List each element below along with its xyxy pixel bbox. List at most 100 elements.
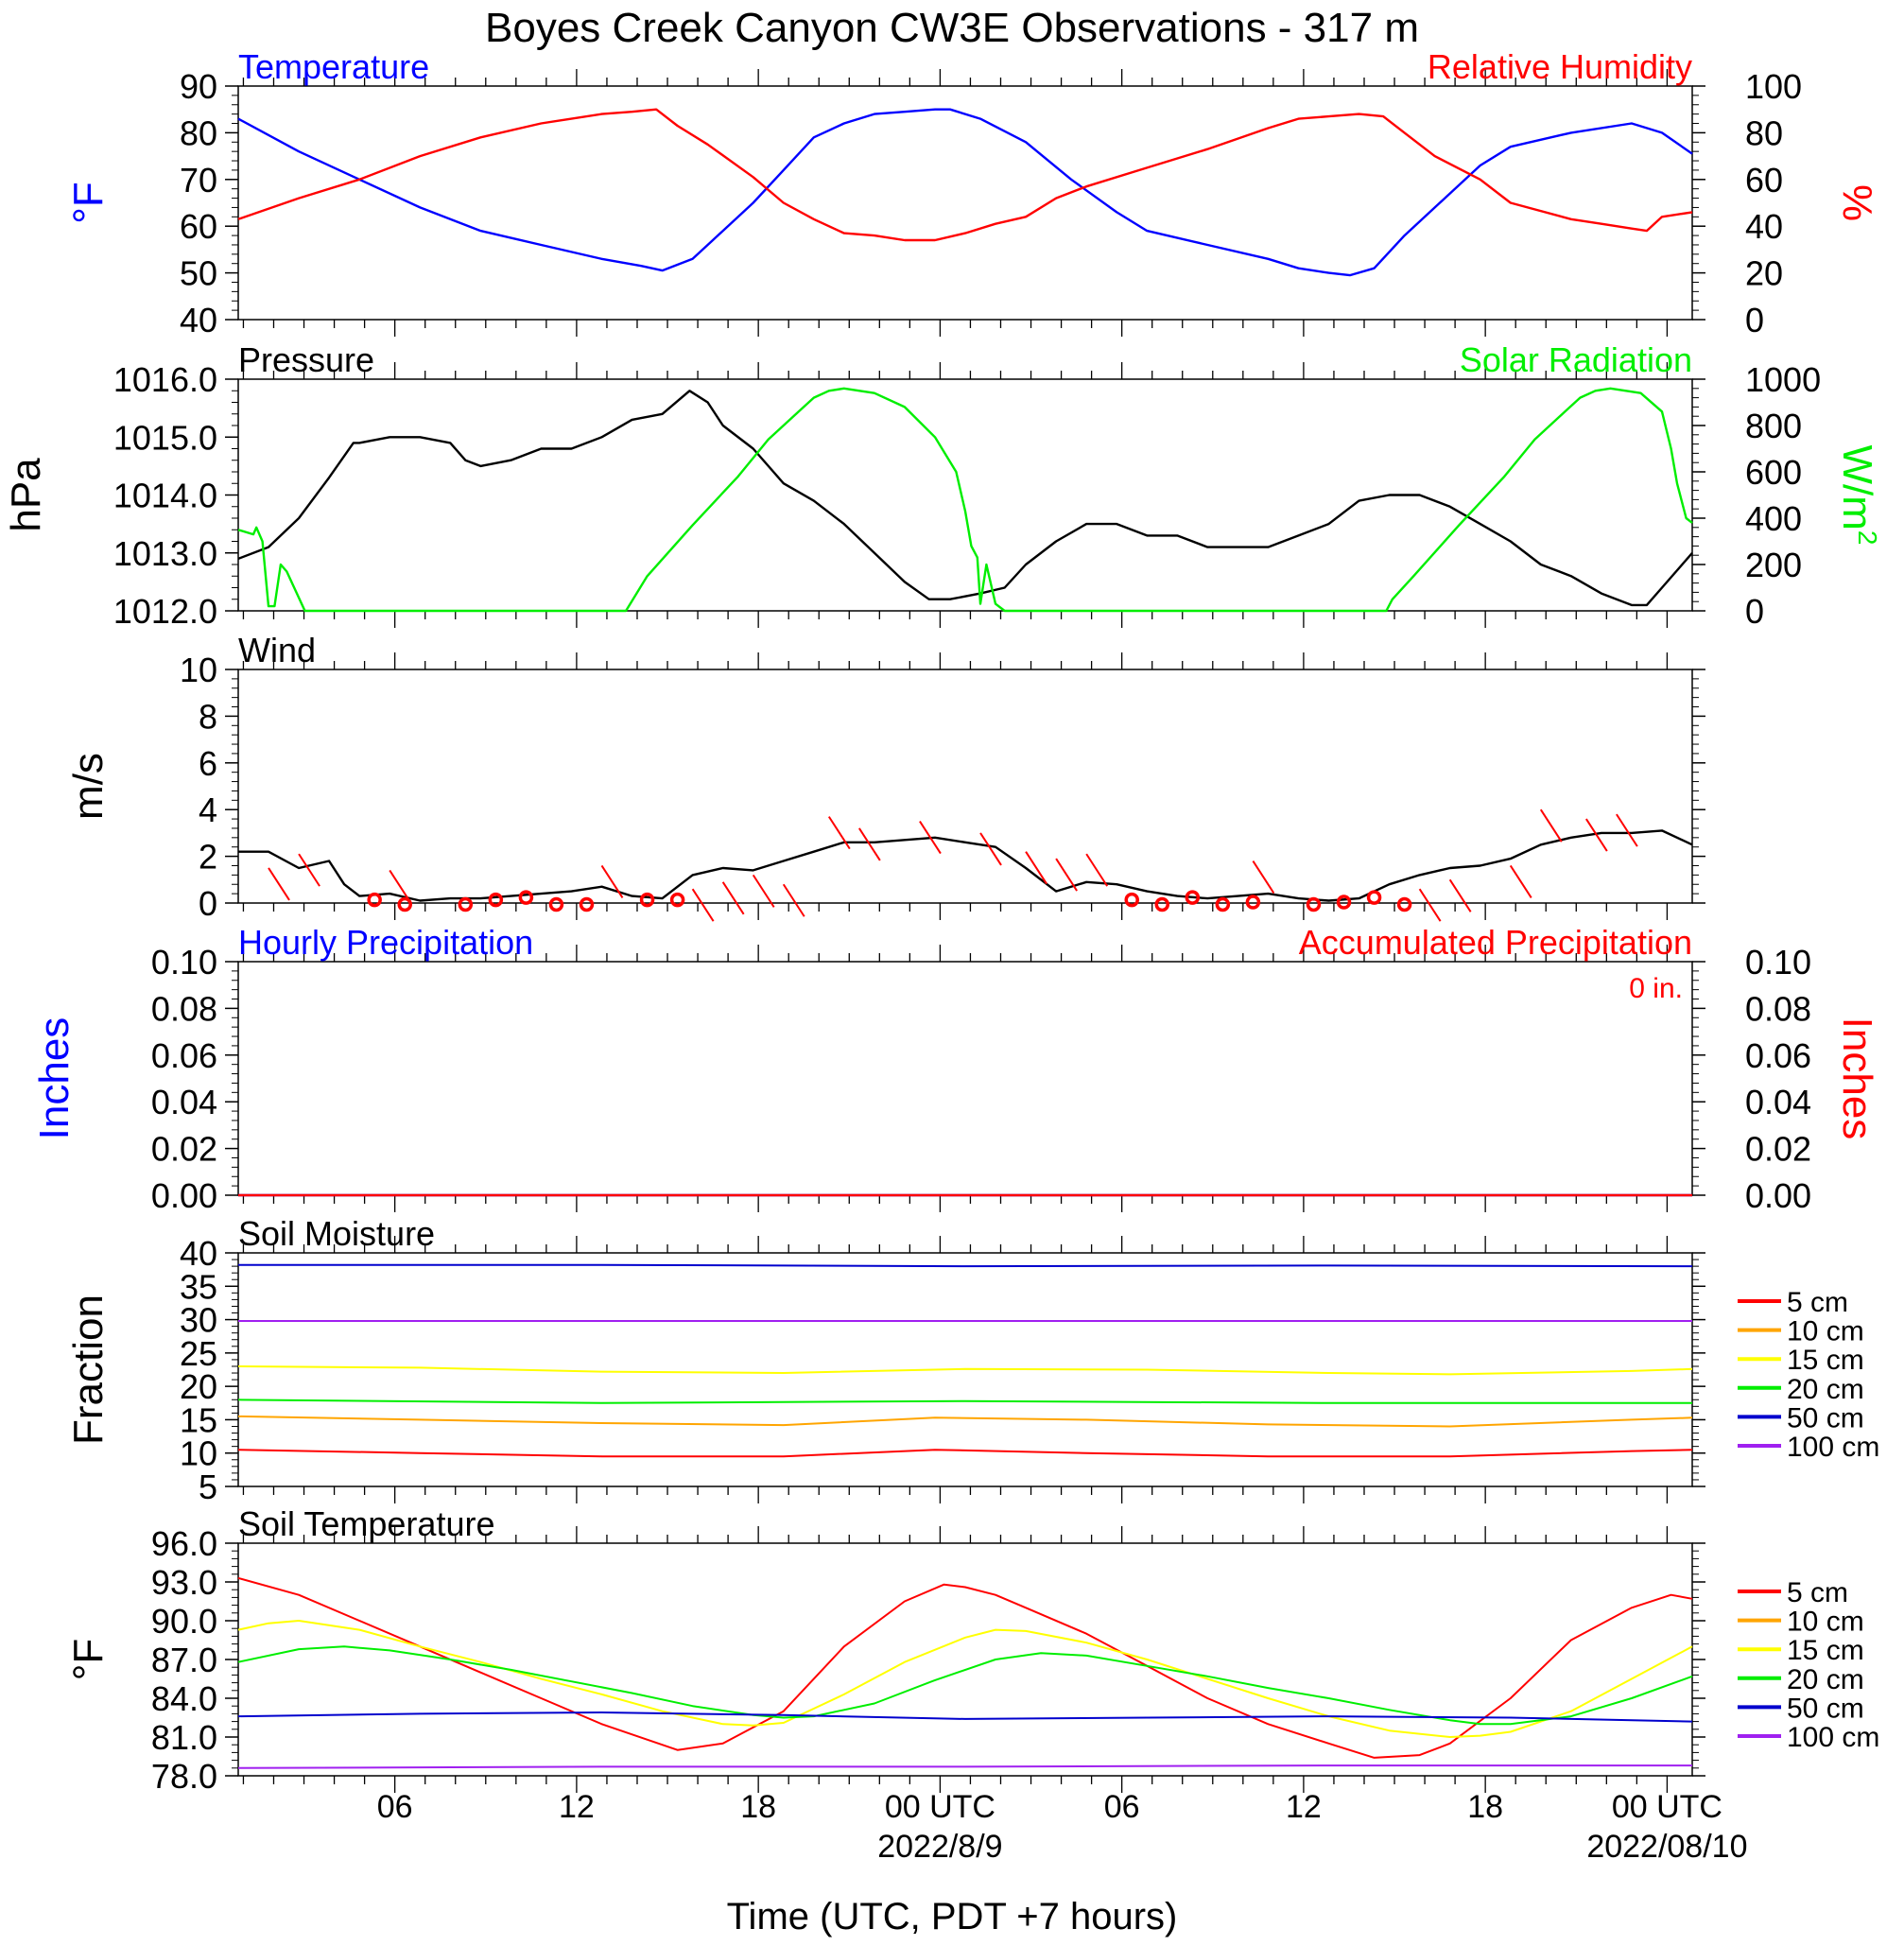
legend-label: 5 cm [1787, 1287, 1848, 1318]
x-date-label: 2022/08/10 [1586, 1829, 1747, 1865]
wind-calm-marker [1366, 890, 1382, 905]
y-tick-label: 70 [180, 161, 217, 200]
wind-calm-marker [1306, 896, 1322, 912]
wind-barb [389, 869, 412, 903]
wind-calm-marker [1245, 895, 1261, 910]
panel-title-left: Wind [238, 631, 316, 669]
y-tick-label: 93.0 [151, 1563, 217, 1602]
y-tick-label: 90 [180, 67, 217, 106]
y-tick-label: 30 [180, 1301, 217, 1340]
y-axis-label: Fraction [65, 1294, 112, 1445]
wind-barb [1055, 858, 1078, 892]
y-tick-label: 78.0 [151, 1757, 217, 1796]
wind-barb [827, 816, 851, 850]
series-line-50-cm [237, 1711, 1693, 1723]
series-line-20-cm [237, 1399, 1692, 1404]
y-tick-label: 0.02 [151, 1130, 217, 1169]
legend-label: 20 cm [1787, 1664, 1864, 1695]
panel-title-right: Accumulated Precipitation [1299, 923, 1692, 962]
panel-title-left: Pressure [238, 340, 374, 379]
legend-label: 10 cm [1787, 1316, 1864, 1347]
y-tick-label-right: 800 [1745, 407, 1802, 445]
wind-calm-marker [458, 896, 474, 912]
y-tick-label: 80 [180, 113, 217, 152]
y-tick-label-right: 200 [1745, 546, 1802, 584]
series-line-50-cm [238, 1263, 1693, 1268]
panel-temp_rh: 90 80 70 60 50 40 100 80 60 40 20 0 Temperature Relat… [65, 47, 1880, 339]
wind-barb [1252, 860, 1275, 895]
wind-barb [721, 881, 745, 915]
legend-label: 5 cm [1787, 1577, 1848, 1608]
y-tick-label: 0.04 [151, 1083, 217, 1121]
time-axis: 06 12 18 00 UTC 06 12 18 00 UTC 2022/8/9 2022/08/… [377, 1789, 1748, 1865]
series-line-wind [238, 829, 1693, 902]
legend-label: 100 cm [1787, 1722, 1879, 1753]
plot-frame [237, 961, 1693, 1196]
y-tick-label: 1014.0 [113, 477, 217, 515]
y-tick-label: 0.08 [151, 989, 217, 1028]
wind-calm-marker [1215, 896, 1231, 912]
wind-calm-marker [1154, 896, 1170, 912]
panel-precip: 0.10 0.08 0.06 0.04 0.02 0.00 0.10 0.08 0.06 0.04… [31, 923, 1880, 1215]
y-tick-label-right: 40 [1745, 207, 1783, 246]
y-tick-label: 20 [180, 1367, 217, 1406]
wind-barb [1418, 888, 1442, 922]
wind-barb [858, 827, 881, 861]
series-line-pressure [237, 390, 1693, 607]
y-axis-label: °F [65, 182, 112, 223]
legend-label: 15 cm [1787, 1635, 1864, 1666]
y-tick-label: 1015.0 [113, 418, 217, 457]
y-tick-label-right: 20 [1745, 254, 1783, 293]
y-tick-label: 81.0 [151, 1718, 217, 1757]
y-tick-label-right: 1000 [1745, 360, 1821, 399]
x-date-label: 2022/8/9 [877, 1829, 1002, 1865]
y-tick-label: 90.0 [151, 1602, 217, 1641]
y-tick-label-right: 0 [1745, 301, 1764, 339]
wind-calm-marker [1124, 892, 1139, 908]
y-tick-label: 4 [199, 791, 217, 829]
wind-barb [298, 853, 320, 887]
wind-barb [691, 888, 715, 922]
panel-title-left: Temperature [238, 47, 429, 86]
y-tick-label: 6 [199, 744, 217, 783]
series-line-relative-humidity [237, 108, 1693, 242]
y-tick-label-right: 0.02 [1745, 1130, 1811, 1169]
legend-label: 20 cm [1787, 1374, 1864, 1405]
y-axis-label: m/s [65, 753, 112, 820]
y-tick-label: 40 [180, 1234, 217, 1273]
y-tick-label: 50 [180, 254, 217, 293]
legend-label: 100 cm [1787, 1432, 1879, 1463]
y-tick-label: 15 [180, 1400, 217, 1439]
panel-title-left: Soil Temperature [238, 1504, 494, 1543]
y-tick-label-right: 0.04 [1745, 1083, 1811, 1121]
y-tick-label: 35 [180, 1267, 217, 1306]
legend-label: 50 cm [1787, 1693, 1864, 1724]
panel-title-right: Relative Humidity [1428, 47, 1692, 86]
y-axis-label-right: W/m2 [1834, 445, 1882, 546]
y-tick-label-right: 100 [1745, 67, 1802, 106]
y-axis-label: hPa [3, 458, 49, 532]
wind-barb [1539, 808, 1563, 843]
x-tick-label: 18 [740, 1789, 776, 1825]
wind-barb [752, 874, 775, 908]
series-line-15-cm [237, 1620, 1693, 1738]
wind-calm-marker [518, 890, 534, 905]
y-tick-label: 2 [199, 838, 217, 877]
y-tick-label: 0 [199, 884, 217, 923]
wind-barb [782, 883, 805, 917]
wind-calm-marker [367, 892, 382, 908]
panel-wind: 10 8 6 4 2 0 Wind m/s [65, 631, 1705, 923]
series-line-100-cm [237, 1764, 1692, 1769]
y-tick-label: 0.00 [151, 1176, 217, 1215]
wind-barb [1448, 878, 1472, 912]
wind-barb [1509, 864, 1532, 899]
legend-label: 15 cm [1787, 1345, 1864, 1376]
y-tick-label-right: 0.10 [1745, 943, 1811, 982]
wind-barb [1585, 818, 1608, 852]
wind-barb [919, 821, 942, 855]
y-tick-label-right: 0 [1745, 592, 1764, 631]
panel-pres_solar: 1016.0 1015.0 1014.0 1013.0 1012.0 1000 800 600… [3, 340, 1882, 631]
y-axis-label-right: Inches [1834, 1017, 1880, 1140]
